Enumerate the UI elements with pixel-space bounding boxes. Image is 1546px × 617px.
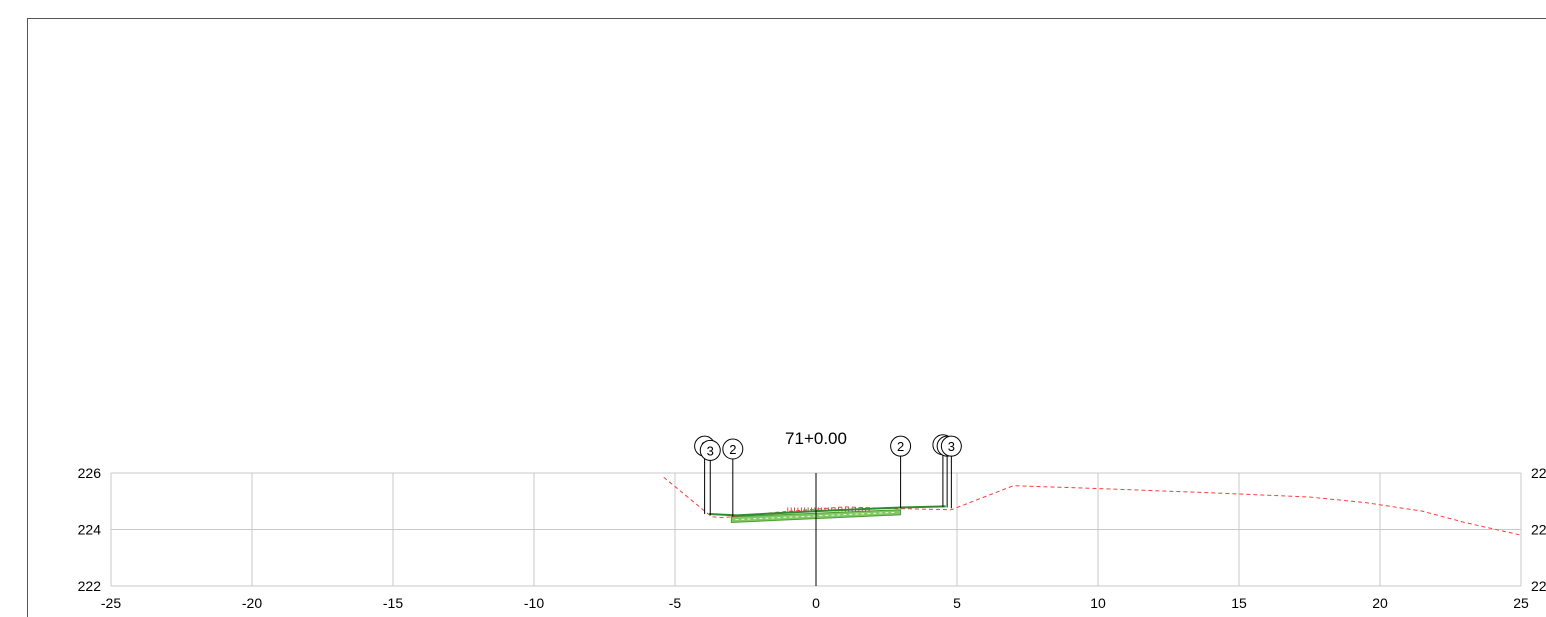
callout-label: 2 <box>729 442 736 457</box>
callout-circle <box>940 435 962 457</box>
x-tick-label: -15 <box>383 595 403 611</box>
x-tick-label: 25 <box>1513 595 1529 611</box>
callout-circle <box>722 438 744 460</box>
x-tick-label: 15 <box>1231 595 1247 611</box>
callout-label: 2 <box>897 439 904 454</box>
y-tick-label-right: 22 <box>1531 465 1546 481</box>
station-label: 71+0.00 <box>785 429 847 448</box>
x-tick-label: -20 <box>242 595 262 611</box>
callout-label: 3 <box>707 443 714 458</box>
x-tick-label: 20 <box>1372 595 1388 611</box>
callout-circle <box>890 435 912 457</box>
profile-lines <box>663 473 1522 586</box>
callout-label: 3 <box>948 439 955 454</box>
point-callouts: 3322333 <box>694 434 962 517</box>
drawing-frame <box>27 18 1546 617</box>
y-tick-label: 226 <box>78 465 102 481</box>
x-tick-label: -10 <box>524 595 544 611</box>
y-tick-label: 224 <box>78 522 102 538</box>
x-tick-label: 5 <box>953 595 961 611</box>
y-tick-label: 222 <box>78 578 102 594</box>
callout-circle <box>699 439 721 461</box>
x-tick-label: -5 <box>669 595 682 611</box>
existing-ground-line <box>663 476 1522 536</box>
y-tick-label-right: 22 <box>1531 578 1546 594</box>
y-tick-label-right: 22 <box>1531 522 1546 538</box>
x-tick-label: 0 <box>812 595 820 611</box>
x-tick-label: -25 <box>101 595 121 611</box>
x-tick-label: 10 <box>1090 595 1106 611</box>
